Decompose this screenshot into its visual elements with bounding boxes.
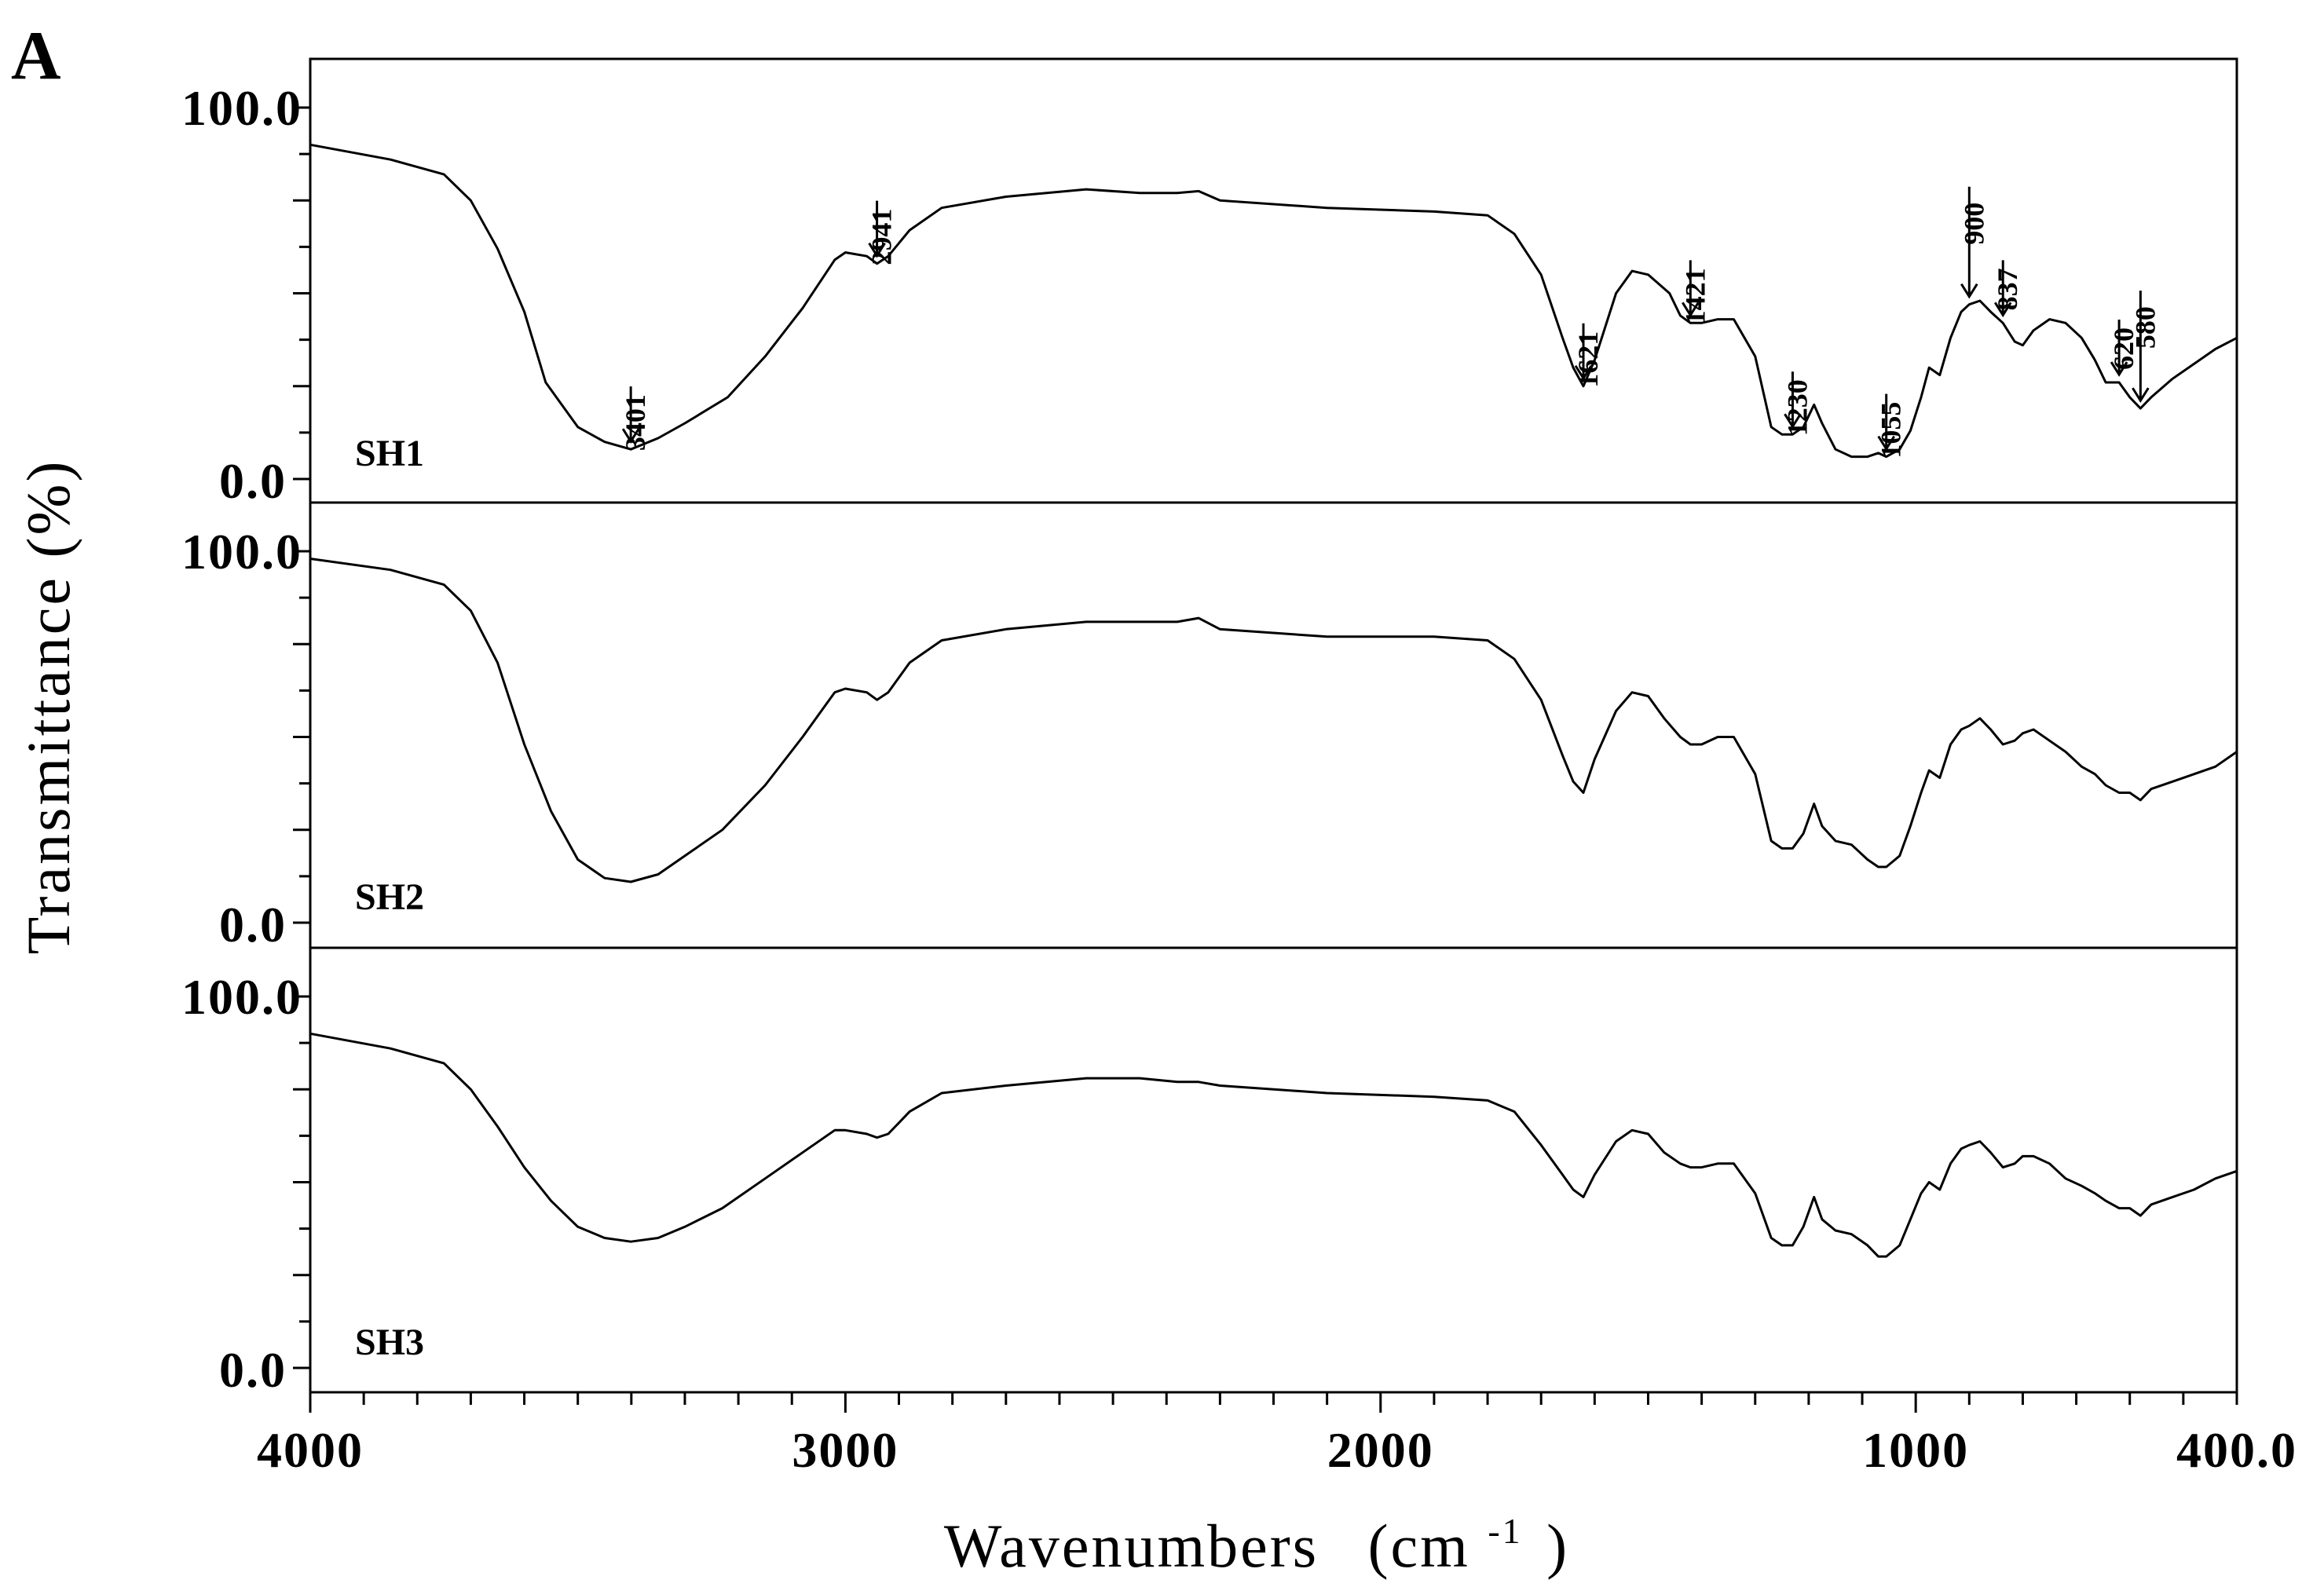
panel-frame (309, 501, 2238, 949)
peak-label: 620 (2108, 327, 2139, 370)
y-tick-label-top: 100.0 (181, 80, 302, 136)
peak-annotation-580: 580 (2129, 291, 2161, 403)
peak-label: 1621 (1572, 331, 1604, 388)
peak-annotation-1230: 1230 (1781, 371, 1813, 436)
spectrum-line-sh1 (309, 143, 2238, 459)
x-axis-title-close: ) (1546, 1512, 1569, 1580)
peak-annotation-1621: 1621 (1572, 323, 1604, 388)
y-axis-title-text: Transmittance (%) (14, 459, 82, 955)
panel-sh3: 100.0 0.0 SH3 (181, 946, 2238, 1398)
peak-label: 1055 (1876, 402, 1907, 459)
peak-annotation-620: 620 (2108, 320, 2139, 377)
spectrum-line-sh3 (309, 1032, 2238, 1258)
x-axis-title-sup: -1 (1488, 1511, 1522, 1551)
peak-arrowhead (1993, 302, 2012, 318)
y-tick-label-bottom: 0.0 (219, 453, 287, 509)
figure-letter: A (11, 18, 61, 94)
y-tick-label-bottom: 0.0 (219, 1342, 287, 1398)
peak-annotation-2941: 2941 (866, 200, 898, 265)
spectra-panels: 100.0 0.0 SH1 100.0 0.0 SH2 100.0 0.0 SH3 (181, 57, 2238, 1398)
peak-label: 3401 (620, 394, 651, 451)
peak-label: 2941 (866, 209, 898, 265)
x-tick-label: 2000 (1327, 1422, 1434, 1478)
panel-frame (309, 57, 2238, 504)
x-axis-title: Wavenumbers (cm -1 ) (944, 1488, 1569, 1580)
peak-arrowhead (1682, 302, 1700, 318)
peak-arrowhead (1574, 364, 1593, 381)
peak-arrowhead (1784, 413, 1802, 430)
panel-sh1: 100.0 0.0 SH1 (181, 57, 2238, 509)
panel-sh2: 100.0 0.0 SH2 (181, 501, 2238, 953)
x-tick-label: 1000 (1862, 1422, 1969, 1478)
peak-annotation-3401: 3401 (620, 386, 651, 451)
y-tick-label-top: 100.0 (181, 524, 302, 580)
y-tick-label-bottom: 0.0 (219, 897, 287, 953)
panel-label-sh3: SH3 (355, 1322, 424, 1363)
peak-arrowhead (1877, 435, 1895, 452)
peak-annotation-1055: 1055 (1876, 393, 1907, 459)
peak-annotation-900: 900 (1958, 186, 1989, 299)
peak-annotation-1421: 1421 (1679, 260, 1711, 324)
peak-arrowhead (868, 242, 886, 258)
peak-label: 837 (1992, 268, 2023, 310)
peak-arrowhead (1960, 283, 1978, 299)
peak-label: 580 (2129, 306, 2161, 349)
x-axis-title-main: Wavenumbers (944, 1512, 1319, 1580)
y-tick-label-top: 100.0 (181, 969, 302, 1025)
peak-arrowhead (621, 428, 640, 444)
x-tick-label: 3000 (792, 1422, 898, 1478)
peak-label: 1230 (1781, 379, 1813, 436)
spectrum-line-sh2 (309, 558, 2238, 883)
peak-arrowhead (2132, 387, 2150, 403)
x-axis: 4000 3000 2000 1000 400.0 (257, 1392, 2297, 1478)
peak-annotation-837: 837 (1992, 260, 2023, 318)
panel-label-sh1: SH1 (355, 433, 424, 474)
panel-label-sh2: SH2 (355, 876, 424, 918)
peak-arrowhead (2110, 361, 2128, 377)
x-tick-label: 4000 (257, 1422, 364, 1478)
x-tick-label: 400.0 (2176, 1422, 2297, 1478)
peak-label: 1421 (1679, 268, 1711, 324)
y-axis-title: Transmittance (%) (14, 459, 82, 955)
x-axis-title-unit: (cm (1368, 1512, 1470, 1580)
peak-label: 900 (1958, 203, 1989, 245)
